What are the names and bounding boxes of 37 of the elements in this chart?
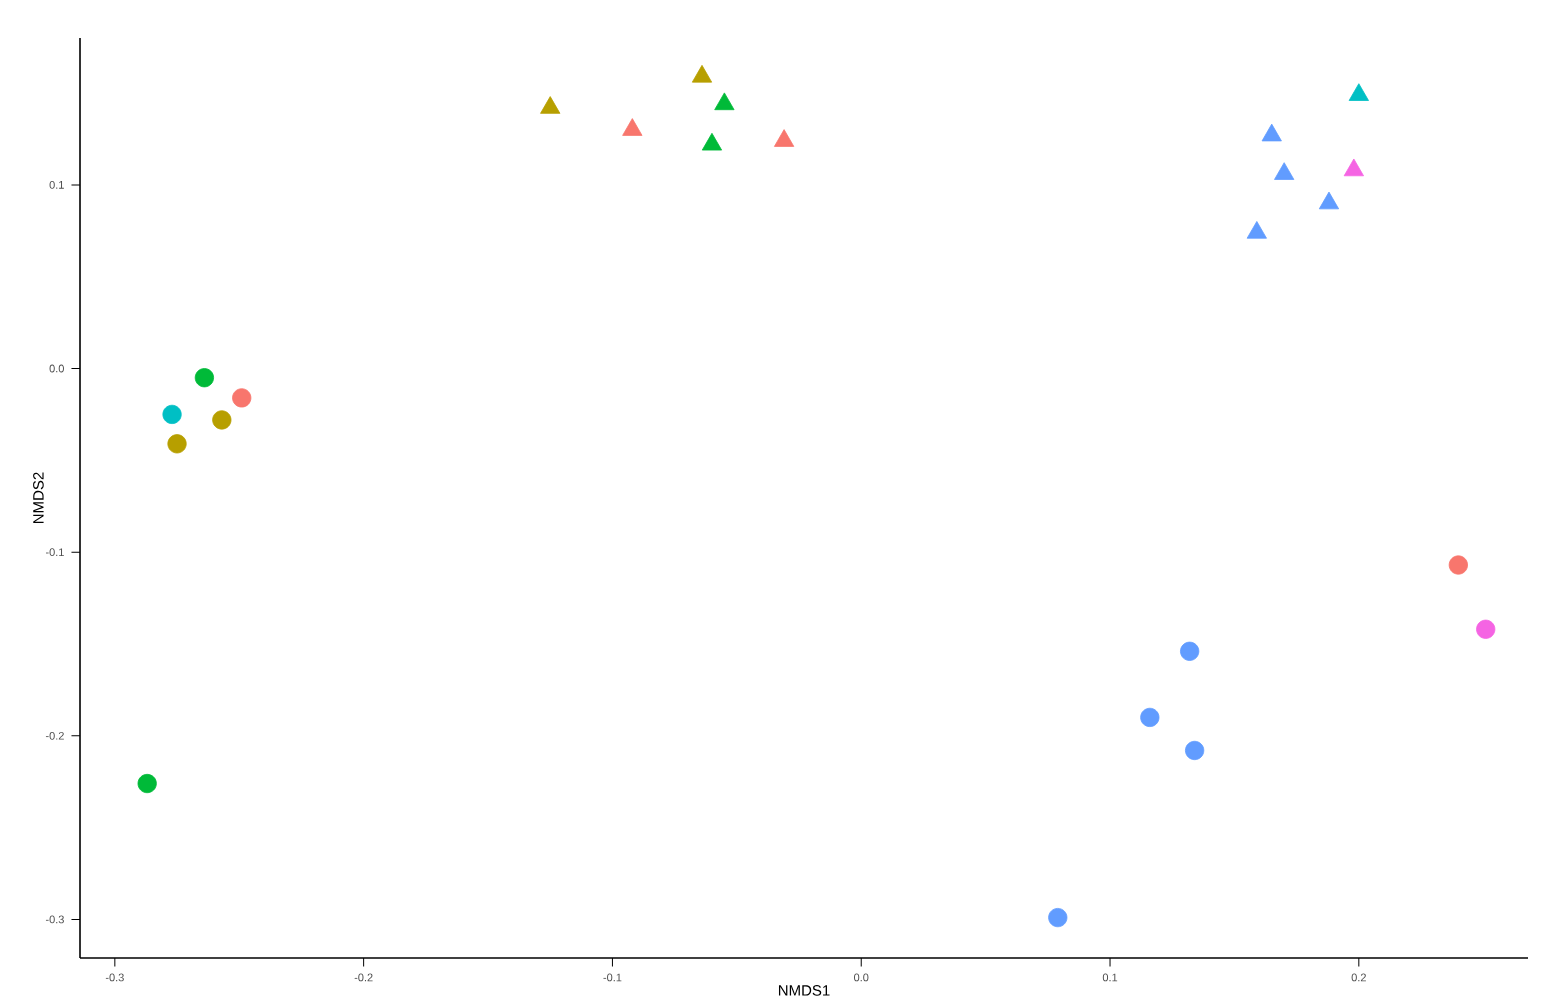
point [714, 92, 735, 111]
point [232, 388, 252, 408]
y-tick-label: 0.0 [49, 364, 64, 373]
point [1180, 641, 1200, 661]
point [1476, 619, 1496, 639]
y-tick-label: -0.2 [45, 731, 64, 740]
x-tick-label: -0.1 [603, 973, 622, 982]
x-tick-label: 0.0 [854, 973, 869, 982]
point [540, 96, 561, 114]
point [1343, 158, 1364, 177]
point [622, 118, 643, 136]
point [691, 64, 713, 83]
x-tick-label: -0.3 [105, 973, 124, 982]
point [194, 368, 214, 388]
y-tick-label: -0.3 [45, 915, 64, 924]
x-tick-label: 0.2 [1351, 973, 1366, 982]
x-tick-label: -0.2 [354, 973, 373, 982]
point [1318, 191, 1340, 210]
point [167, 434, 187, 454]
point [1185, 740, 1205, 761]
point [1048, 907, 1068, 928]
x-tick-label: 0.1 [1102, 973, 1118, 982]
point [701, 132, 723, 151]
point [1274, 162, 1295, 180]
point [1448, 555, 1468, 575]
point [137, 773, 157, 794]
y-axis-title: NMDS2 [33, 472, 44, 524]
x-axis-title: NMDS1 [778, 985, 830, 996]
point [774, 129, 795, 147]
point [162, 404, 182, 425]
point [212, 410, 232, 430]
y-tick-label: -0.1 [45, 548, 64, 557]
point [1246, 221, 1267, 239]
y-tick-label: 0.1 [49, 180, 64, 189]
point [1140, 707, 1160, 728]
point [1348, 83, 1369, 101]
point [1261, 123, 1282, 142]
